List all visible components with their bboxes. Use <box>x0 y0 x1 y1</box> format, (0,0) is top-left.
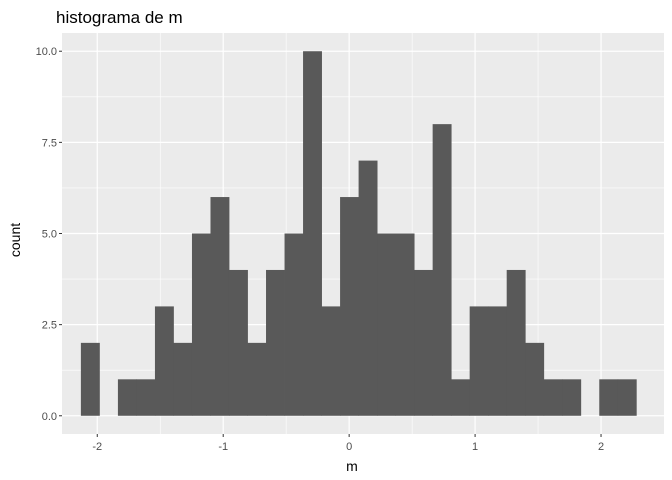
bars <box>80 51 637 416</box>
x-axis: -2 -1 0 1 2 <box>92 434 604 453</box>
histogram-bar <box>377 233 397 416</box>
histogram-bar <box>488 306 508 416</box>
histogram-bar <box>599 379 619 416</box>
histogram-bar <box>451 379 471 416</box>
histogram-bar <box>80 342 100 416</box>
x-tick-label: 1 <box>472 441 478 453</box>
histogram-bar <box>136 379 156 416</box>
x-tick-label: -1 <box>218 441 228 453</box>
histogram-bar <box>303 51 322 416</box>
histogram-bar <box>432 124 452 416</box>
x-axis-title: m <box>346 458 358 474</box>
histogram-bar <box>340 197 359 416</box>
histogram-bar <box>284 233 304 416</box>
x-tick-label: -2 <box>92 441 102 453</box>
histogram-bar <box>266 269 285 416</box>
histogram-bar <box>228 269 248 416</box>
histogram-bar <box>117 379 137 416</box>
histogram-bar <box>173 342 193 416</box>
y-axis: 0.0 2.5 5.0 7.5 10.0 <box>36 46 62 423</box>
chart-title: histograma de m <box>56 8 183 27</box>
y-tick-label: 10.0 <box>36 46 57 58</box>
y-tick-label: 7.5 <box>42 137 57 149</box>
y-tick-label: 2.5 <box>42 320 57 332</box>
y-tick-label: 0.0 <box>42 411 57 423</box>
histogram-bar <box>154 306 174 416</box>
histogram-bar <box>617 379 637 416</box>
histogram-bar <box>395 233 415 416</box>
x-tick-label: 2 <box>598 441 604 453</box>
y-axis-title: count <box>7 223 23 257</box>
histogram-bar <box>358 160 378 416</box>
histogram-bar <box>414 269 434 416</box>
y-tick-label: 5.0 <box>42 229 57 241</box>
histogram-bar <box>543 379 563 416</box>
histogram-bar <box>506 269 526 416</box>
histogram-bar <box>321 306 341 416</box>
histogram-bar <box>469 306 489 416</box>
x-tick-label: 0 <box>346 441 352 453</box>
histogram-bar <box>525 342 545 416</box>
histogram-bar <box>562 379 582 416</box>
histogram-bar <box>247 342 267 416</box>
histogram-bar <box>191 233 211 416</box>
histogram-bar <box>210 197 230 416</box>
